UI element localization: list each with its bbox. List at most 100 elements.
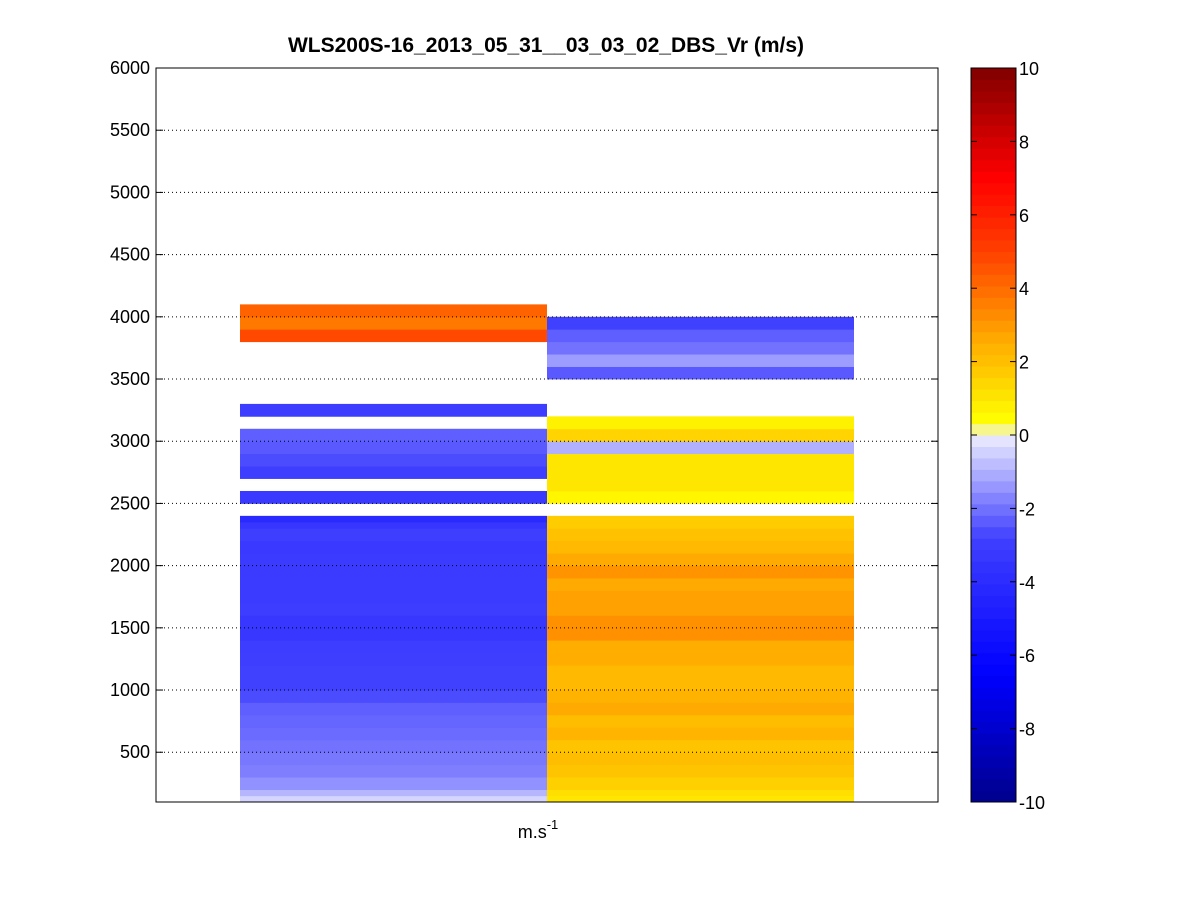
colorbar-swatch xyxy=(971,756,1016,769)
colorbar-swatch xyxy=(971,125,1016,138)
heatmap-cell xyxy=(547,640,854,666)
colorbar-swatch xyxy=(971,297,1016,310)
heatmap-cell xyxy=(547,590,854,616)
heatmap-cell xyxy=(240,428,547,442)
colorbar-swatch xyxy=(971,285,1016,298)
heatmap-cell xyxy=(547,490,854,504)
heatmap-cell xyxy=(240,727,547,741)
y-axis: 500 1000 1500 2000 2500 3000 3500 4000 4500 5000 5… xyxy=(110,58,938,762)
heatmap-cell xyxy=(547,428,854,442)
colorbar-swatch xyxy=(971,240,1016,252)
heatmap-cell xyxy=(547,789,854,797)
heatmap-cell xyxy=(547,727,854,741)
colorbar-tick-label: 0 xyxy=(1019,426,1029,446)
y-tick-label: 3500 xyxy=(110,369,150,389)
colorbar-swatch xyxy=(971,79,1016,92)
colorbar-swatch xyxy=(971,629,1016,642)
y-tick-label: 500 xyxy=(120,742,150,762)
colorbar-swatch xyxy=(971,205,1016,218)
colorbar-swatch xyxy=(971,779,1016,792)
heatmap-cell xyxy=(240,777,547,790)
heatmap-cell xyxy=(547,354,854,367)
heatmap-cell xyxy=(547,553,854,567)
x-axis-label-base: m.s xyxy=(518,822,547,842)
heatmap-cell xyxy=(547,341,854,355)
heatmap-cell xyxy=(547,714,854,728)
heatmap-cell xyxy=(547,441,854,455)
colorbar-swatch xyxy=(971,159,1016,172)
colorbar-swatch xyxy=(971,652,1016,665)
y-tick-label: 5000 xyxy=(110,182,150,202)
heatmap-cell xyxy=(547,565,854,579)
colorbar-swatch xyxy=(971,182,1016,195)
colorbar-swatch xyxy=(971,412,1016,425)
heatmap-cell xyxy=(547,515,854,529)
colorbar xyxy=(971,68,1016,803)
heatmap-cell xyxy=(240,466,547,479)
heatmap-cell xyxy=(240,540,547,554)
colorbar-swatch xyxy=(971,113,1016,126)
heatmap-cell xyxy=(240,403,547,417)
heatmap-cell xyxy=(240,640,547,654)
heatmap-cell xyxy=(240,615,547,641)
heatmap-cell xyxy=(547,416,854,430)
colorbar-swatch xyxy=(971,228,1016,241)
heatmap-cell xyxy=(240,441,547,455)
heatmap-cell xyxy=(547,528,854,542)
heatmap-cell xyxy=(240,752,547,766)
colorbar-swatch xyxy=(971,148,1016,161)
colorbar-swatch xyxy=(971,767,1016,780)
colorbar-swatch xyxy=(971,538,1016,551)
heatmap-cell xyxy=(240,329,547,343)
colorbar-swatch xyxy=(971,171,1016,184)
colorbar-swatch xyxy=(971,710,1016,723)
colorbar-swatch xyxy=(971,262,1016,275)
colorbar-swatch xyxy=(971,435,1016,447)
colorbar-swatch xyxy=(971,251,1016,264)
colorbar-swatch xyxy=(971,687,1016,700)
colorbar-swatch xyxy=(971,457,1016,470)
colorbar-swatch xyxy=(971,744,1016,757)
colorbar-swatch xyxy=(971,572,1016,585)
colorbar-swatch xyxy=(971,194,1016,207)
colorbar-swatch xyxy=(971,274,1016,287)
colorbar-swatch xyxy=(971,790,1016,803)
colorbar-swatch xyxy=(971,389,1016,402)
colorbar-swatch xyxy=(971,526,1016,539)
heatmap-cell xyxy=(240,665,547,691)
heatmap-cell xyxy=(547,316,854,330)
heatmap-cell xyxy=(240,553,547,604)
y-tick-label: 1500 xyxy=(110,618,150,638)
colorbar-swatch xyxy=(971,377,1016,390)
heatmap-cell xyxy=(240,515,547,523)
colorbar-swatch xyxy=(971,503,1016,516)
colorbar-swatch xyxy=(971,366,1016,379)
y-tick-label: 1000 xyxy=(110,680,150,700)
y-tick-label: 3000 xyxy=(110,431,150,451)
heatmap-cell xyxy=(240,764,547,778)
heatmap-cell xyxy=(240,522,547,529)
colorbar-tick-label: 6 xyxy=(1019,206,1029,226)
heatmap-cell xyxy=(240,453,547,467)
y-tick-label: 5500 xyxy=(110,120,150,140)
heatmap-cell xyxy=(240,690,547,703)
colorbar-swatch xyxy=(971,343,1016,356)
plot-frame xyxy=(155,67,939,803)
heatmap-cell xyxy=(240,739,547,753)
colorbar-swatch xyxy=(971,90,1016,103)
colorbar-swatch xyxy=(971,469,1016,482)
colorbar-swatch xyxy=(971,217,1016,230)
heatmap-cell xyxy=(547,665,854,691)
heatmap-cell xyxy=(240,795,547,803)
heatmap-cell xyxy=(240,528,547,542)
heatmap-cell xyxy=(240,789,547,797)
colorbar-swatch xyxy=(971,320,1016,333)
heatmap-cell xyxy=(240,714,547,728)
y-tick-label: 6000 xyxy=(110,58,150,78)
x-axis-label-exponent: -1 xyxy=(547,817,559,832)
colorbar-swatch xyxy=(971,400,1016,413)
colorbar-tick-label: 4 xyxy=(1019,279,1029,299)
heatmap-cell xyxy=(240,304,547,318)
colorbar-swatch xyxy=(971,561,1016,574)
colorbar-tick-label: -2 xyxy=(1019,499,1035,519)
